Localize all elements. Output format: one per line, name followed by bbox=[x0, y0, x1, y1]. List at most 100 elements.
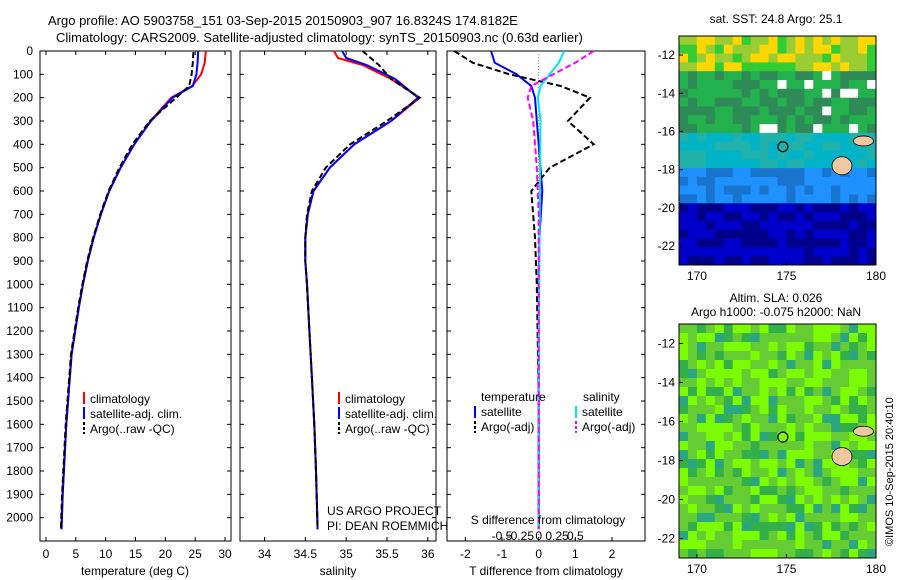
map-cell bbox=[849, 396, 859, 406]
map-cell bbox=[714, 97, 725, 107]
map-cell bbox=[822, 97, 832, 107]
map-cell bbox=[813, 513, 823, 523]
map-cell bbox=[768, 185, 778, 195]
map-cell bbox=[795, 342, 805, 352]
map-cell bbox=[679, 53, 689, 63]
map-cell bbox=[813, 468, 823, 478]
map-cell bbox=[795, 396, 805, 406]
map-cell bbox=[750, 238, 761, 248]
map-cell bbox=[795, 247, 805, 257]
map-cell bbox=[777, 53, 787, 63]
map-cell bbox=[679, 97, 689, 107]
map-cell bbox=[723, 468, 734, 478]
map-cell bbox=[813, 342, 823, 352]
map-cell bbox=[732, 369, 743, 379]
map-cell bbox=[768, 62, 778, 72]
map-cell bbox=[741, 459, 752, 469]
salinity-panel-frame bbox=[239, 50, 437, 542]
map-cell bbox=[804, 540, 814, 550]
map-cell bbox=[858, 36, 868, 46]
map-cell bbox=[696, 176, 707, 187]
map-cell bbox=[840, 124, 850, 134]
s-tick-label: 0.25 bbox=[545, 529, 569, 543]
map-cell bbox=[741, 504, 752, 514]
map-cell bbox=[732, 62, 743, 72]
map-cell bbox=[804, 44, 814, 55]
map-cell bbox=[831, 351, 841, 361]
map-cell bbox=[804, 396, 814, 406]
map-cell bbox=[822, 132, 832, 143]
map-cell bbox=[696, 115, 707, 125]
map-x-tick-label: 170 bbox=[687, 269, 707, 283]
map-cell bbox=[714, 62, 725, 72]
map-cell bbox=[688, 212, 698, 222]
map-cell bbox=[822, 229, 832, 240]
map-cell bbox=[858, 522, 868, 532]
map-cell bbox=[768, 459, 778, 469]
map-cell bbox=[822, 80, 832, 90]
sla-map-subtitle: Argo h1000: -0.075 h2000: NaN bbox=[691, 305, 861, 319]
map-cell bbox=[768, 247, 778, 257]
map-cell bbox=[688, 62, 698, 72]
map-cell bbox=[741, 441, 752, 451]
map-cell bbox=[679, 106, 689, 116]
map-cell bbox=[696, 53, 707, 63]
map-cell bbox=[696, 229, 707, 240]
map-cell bbox=[858, 387, 868, 397]
map-cell bbox=[723, 459, 734, 469]
map-cell bbox=[714, 247, 725, 257]
map-cell bbox=[822, 106, 832, 116]
map-cell bbox=[759, 238, 770, 248]
map-cell bbox=[858, 194, 868, 204]
map-cell bbox=[840, 256, 850, 266]
map-cell bbox=[723, 387, 734, 397]
map-cell bbox=[759, 486, 770, 496]
depth-tick-label: 1000 bbox=[6, 277, 33, 291]
legend-climatology: climatology bbox=[345, 392, 405, 406]
map-cell bbox=[688, 256, 698, 266]
map-cell bbox=[688, 396, 698, 406]
map-cell bbox=[804, 378, 814, 388]
map-cell bbox=[750, 203, 761, 213]
map-cell bbox=[759, 504, 770, 514]
map-cell bbox=[858, 351, 868, 361]
depth-tick-label: 300 bbox=[13, 114, 33, 128]
map-cell bbox=[741, 159, 752, 169]
map-cell bbox=[822, 247, 832, 257]
depth-tick-label: 500 bbox=[13, 161, 33, 175]
map-cell bbox=[688, 531, 698, 541]
map-cell bbox=[822, 387, 832, 397]
map-cell bbox=[849, 106, 859, 116]
map-cell bbox=[732, 459, 743, 469]
map-cell bbox=[679, 238, 689, 248]
map-cell bbox=[688, 53, 698, 63]
map-cell bbox=[732, 450, 743, 460]
map-cell bbox=[732, 88, 743, 99]
map-cell bbox=[867, 71, 877, 81]
map-cell bbox=[777, 97, 787, 107]
map-cell bbox=[867, 115, 877, 125]
map-cell bbox=[858, 221, 868, 231]
map-cell bbox=[822, 212, 832, 222]
map-cell bbox=[688, 378, 698, 388]
map-cell bbox=[840, 432, 850, 442]
map-cell bbox=[858, 62, 868, 72]
map-cell bbox=[759, 549, 770, 559]
legend-sal-argo: Argo(-adj) bbox=[582, 420, 635, 434]
map-cell bbox=[679, 531, 689, 541]
map-cell bbox=[822, 194, 832, 204]
map-cell bbox=[714, 423, 725, 433]
map-cell bbox=[840, 53, 850, 63]
map-cell bbox=[831, 549, 841, 559]
map-cell bbox=[786, 124, 796, 134]
map-cell bbox=[750, 97, 761, 107]
map-cell bbox=[732, 238, 743, 248]
map-cell bbox=[813, 132, 823, 143]
map-cell bbox=[849, 44, 859, 55]
map-cell bbox=[688, 124, 698, 134]
map-cell bbox=[795, 159, 805, 169]
map-cell bbox=[804, 369, 814, 379]
map-cell bbox=[831, 486, 841, 496]
map-cell bbox=[714, 333, 725, 343]
